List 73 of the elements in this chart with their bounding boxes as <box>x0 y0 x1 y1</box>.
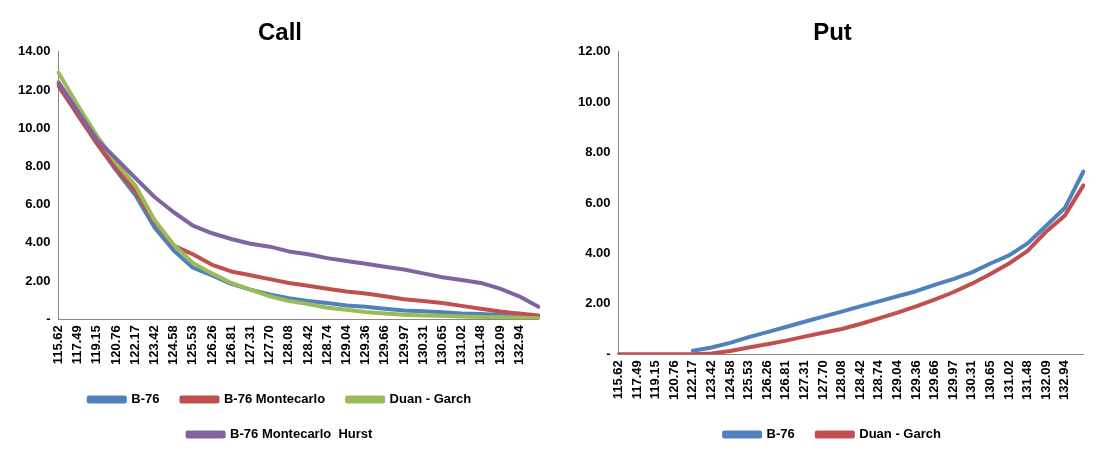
x-tick-label: 117.49 <box>69 325 85 365</box>
x-tick-label: 126.81 <box>777 360 793 400</box>
x-tick-label: 131.48 <box>1019 360 1035 400</box>
legend-label: Duan - Garch <box>389 391 472 407</box>
y-tick-label: 8.00 <box>585 144 611 160</box>
x-tick-label: 129.97 <box>395 325 411 365</box>
legend-label: Duan - Garch <box>859 426 941 442</box>
x-tick-label: 129.36 <box>907 360 923 400</box>
y-tick-label: 8.00 <box>25 157 51 173</box>
x-tick-label: 132.09 <box>491 325 507 365</box>
y-tick-label: 6.00 <box>25 196 51 212</box>
legend-label: B-76 Montecarlo <box>223 391 326 407</box>
x-tick-label: 115.62 <box>610 360 626 400</box>
x-tick-label: 131.48 <box>472 325 488 365</box>
x-tick-label: 129.97 <box>944 360 960 400</box>
x-tick-label: 132.09 <box>1037 360 1053 400</box>
x-tick-label: 119.15 <box>88 325 104 365</box>
x-tick-label: 126.26 <box>203 325 219 365</box>
x-tick-label: 128.74 <box>318 324 334 365</box>
x-tick-label: 129.66 <box>926 360 942 400</box>
x-tick-label: 127.31 <box>796 360 812 400</box>
x-tick-label: 123.42 <box>146 325 162 365</box>
x-tick-label: 127.70 <box>814 360 830 400</box>
legend-label: B-76 Montecarlo Hurst <box>230 426 374 442</box>
x-tick-label: 115.62 <box>50 325 66 365</box>
x-tick-label: 125.53 <box>740 360 756 400</box>
x-tick-label: 131.02 <box>1000 360 1016 400</box>
x-tick-label: 122.17 <box>126 325 142 365</box>
legend-label: B-76 <box>131 391 160 407</box>
x-tick-label: 130.65 <box>982 360 997 400</box>
x-tick-label: 129.04 <box>338 324 354 365</box>
x-tick-label: 124.58 <box>165 325 181 365</box>
x-tick-label: 119.15 <box>647 360 663 400</box>
y-tick-label: 4.00 <box>25 234 51 250</box>
legend-label: B-76 <box>766 426 795 442</box>
x-tick-label: 126.81 <box>222 325 238 365</box>
x-tick-label: 126.26 <box>758 360 774 400</box>
x-tick-label: 128.42 <box>851 360 867 400</box>
x-tick-label: 129.66 <box>376 325 392 365</box>
x-tick-label: 122.17 <box>684 360 700 400</box>
x-tick-label: 124.58 <box>721 360 737 400</box>
x-tick-label: 120.76 <box>107 325 123 365</box>
x-tick-label: 129.04 <box>889 359 905 400</box>
x-tick-label: 127.70 <box>261 325 277 365</box>
y-tick-label: 6.00 <box>585 194 611 210</box>
chart-title: Call <box>257 18 303 46</box>
x-tick-label: 130.65 <box>434 325 449 365</box>
x-tick-label: 128.08 <box>833 360 849 400</box>
x-tick-label: 128.74 <box>870 359 886 400</box>
y-tick-label: 12.00 <box>577 43 611 59</box>
y-tick-label: 4.00 <box>585 245 611 260</box>
y-tick-label: 14.00 <box>17 43 51 59</box>
x-tick-label: 127.31 <box>242 325 258 365</box>
x-tick-label: 129.36 <box>357 325 373 365</box>
x-tick-label: 128.42 <box>299 325 315 365</box>
x-tick-label: 130.31 <box>963 360 979 400</box>
x-tick-label: 125.53 <box>184 325 200 365</box>
x-tick-label: 123.42 <box>703 360 719 400</box>
x-tick-label: 132.94 <box>510 324 526 365</box>
y-tick-label: 10.00 <box>17 119 51 135</box>
chart-title: Put <box>813 18 852 46</box>
x-tick-label: 120.76 <box>665 360 681 400</box>
y-tick-label: 2.00 <box>585 295 611 311</box>
x-tick-label: 117.49 <box>628 360 644 400</box>
x-tick-label: 131.02 <box>453 325 469 365</box>
y-tick-label: 12.00 <box>17 81 51 97</box>
y-tick-label: 10.00 <box>577 93 611 109</box>
y-tick-label: - <box>606 345 611 361</box>
x-tick-label: 132.94 <box>1056 359 1072 400</box>
y-tick-label: - <box>46 310 51 326</box>
x-tick-label: 130.31 <box>414 325 430 365</box>
x-tick-label: 128.08 <box>280 325 296 365</box>
y-tick-label: 2.00 <box>25 272 51 288</box>
